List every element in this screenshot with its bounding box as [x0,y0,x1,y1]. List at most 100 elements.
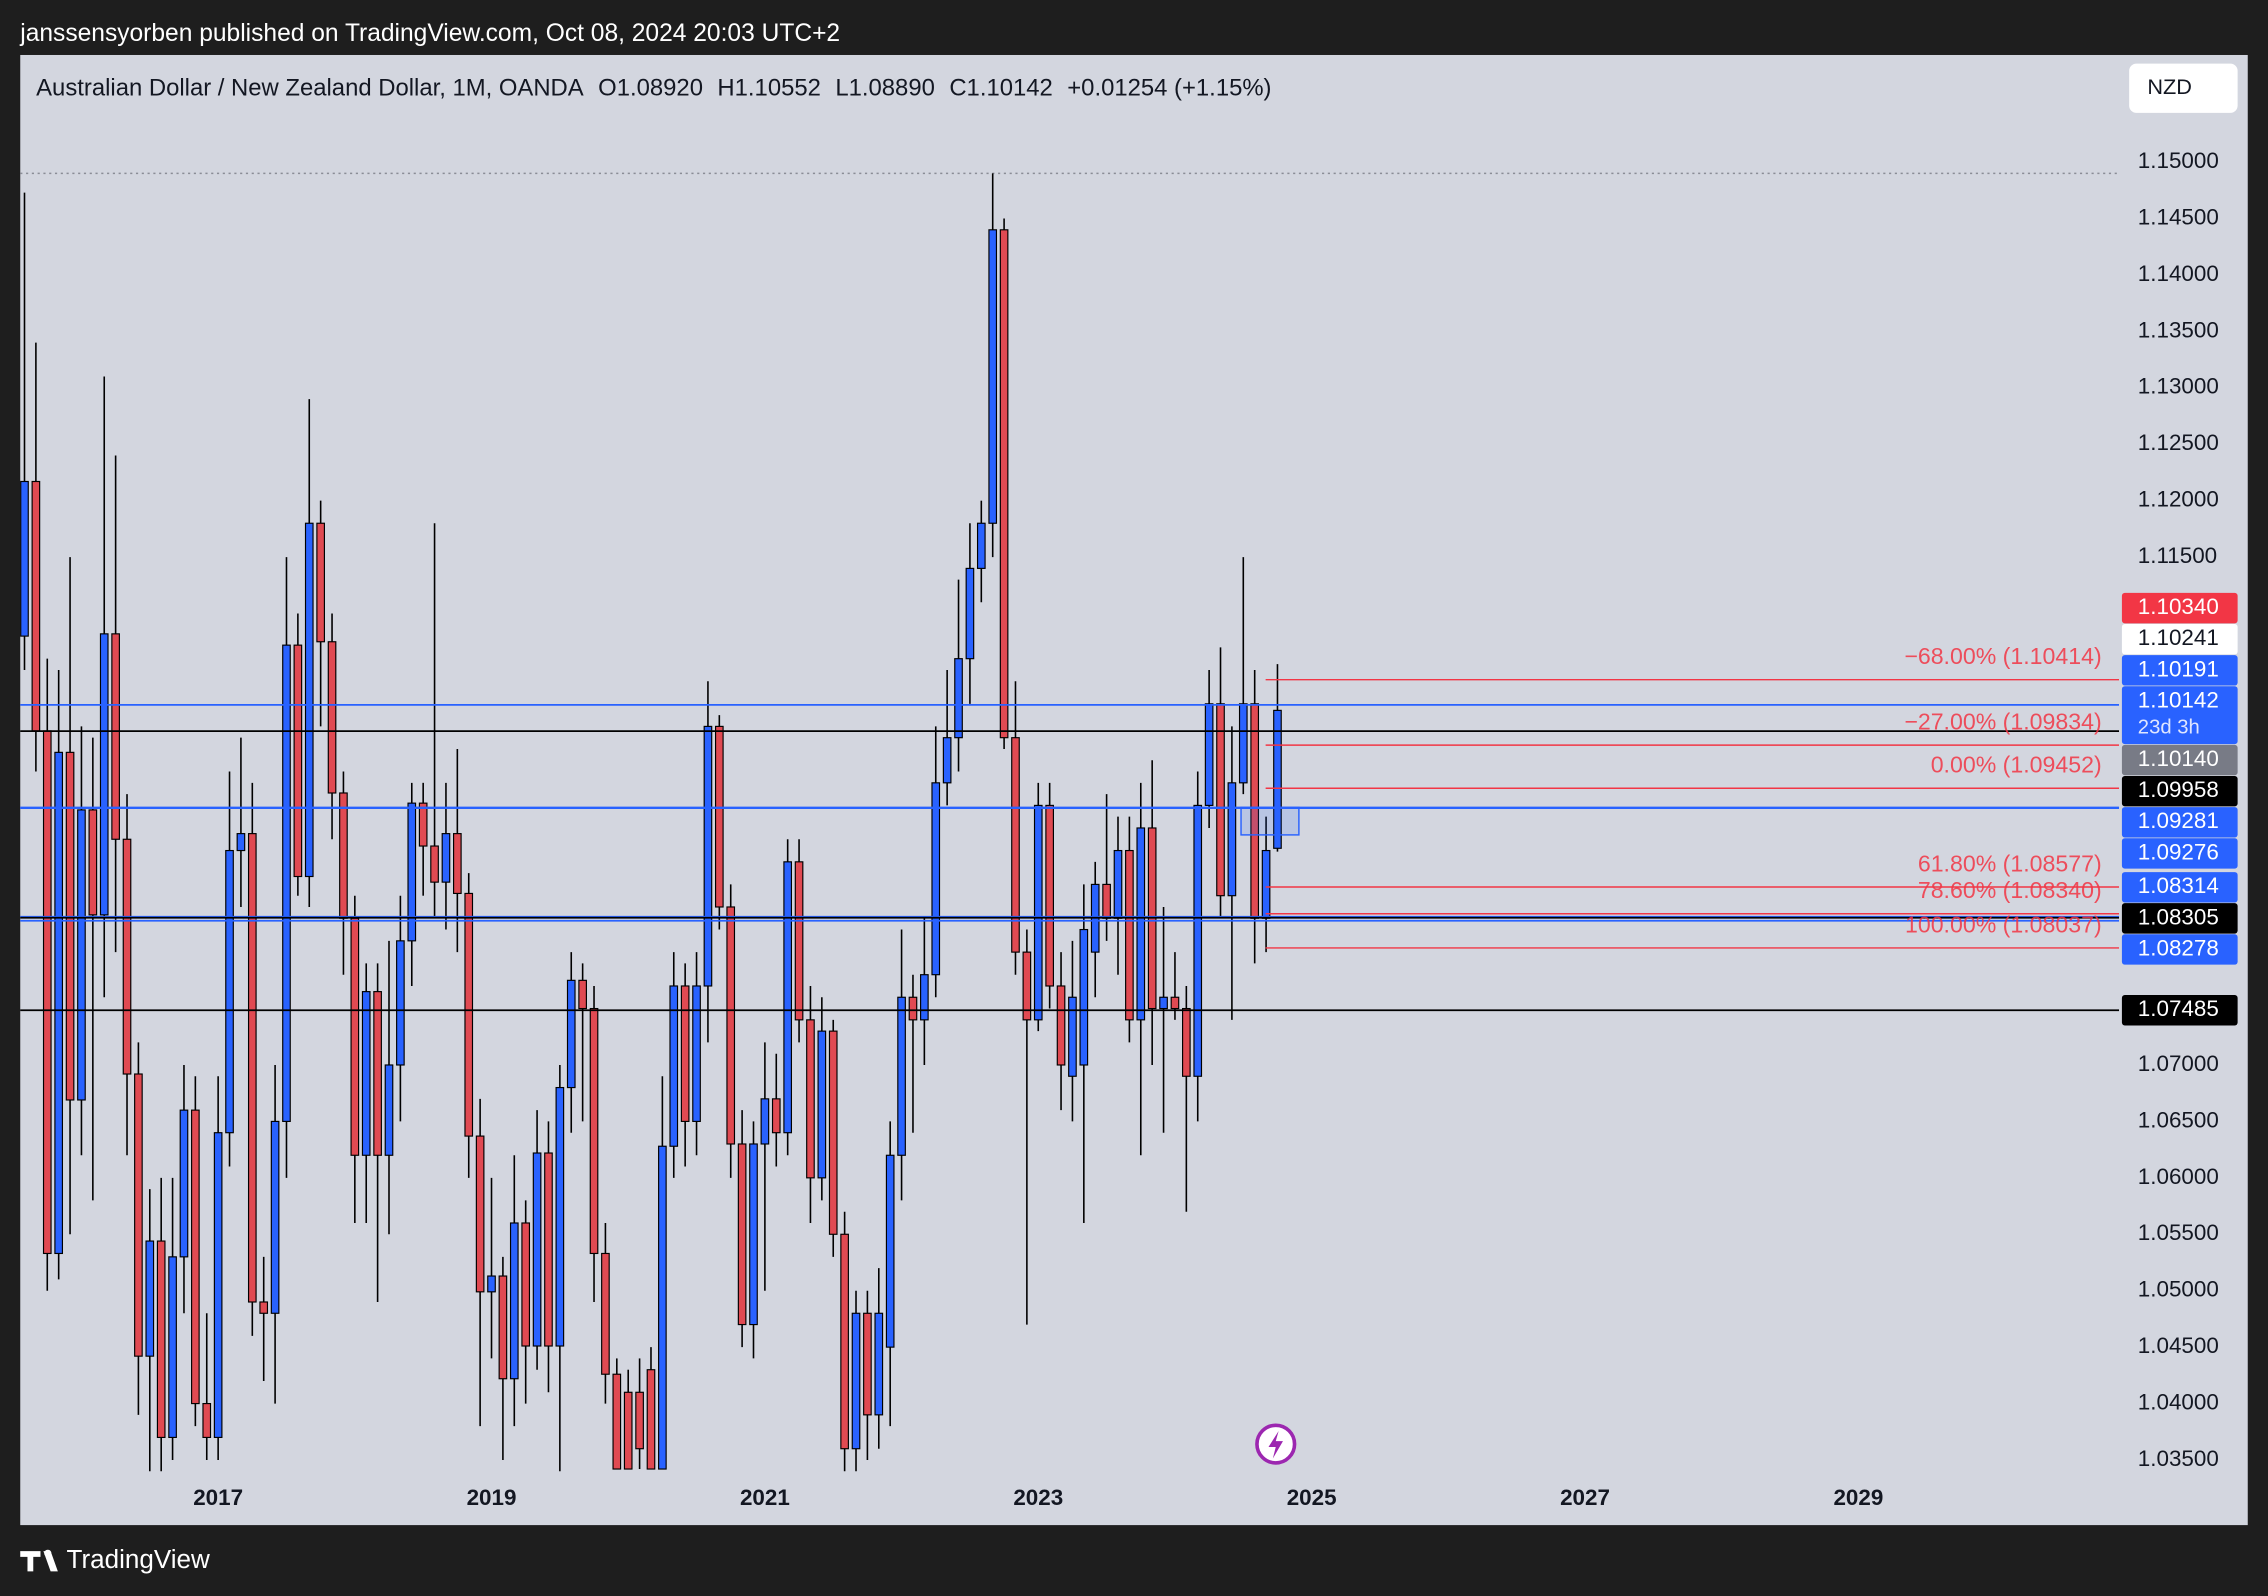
y-tick-label: 1.06000 [2138,1164,2219,1189]
candle-body [396,940,405,1066]
price-badge-label: 1.09276 [2138,839,2219,864]
candle-body [236,833,246,852]
price-badge-label: 1.10140 [2138,746,2219,771]
candle-body [828,1030,838,1235]
candle-body [65,751,75,1101]
y-tick-label: 1.04500 [2138,1333,2219,1358]
candle-body [1102,883,1111,919]
x-tick-label: 2029 [1833,1485,1883,1510]
candle-body [680,985,690,1122]
fib-label: 0.00% (1.09452) [1931,752,2102,778]
price-badge [2121,934,2238,965]
price-badge [2121,592,2238,624]
candle-body [247,833,257,1303]
candle-body [737,1143,747,1326]
candle-body [202,1402,212,1439]
candle-body [817,1030,827,1179]
candle-body [327,641,337,794]
y-tick-label: 1.13000 [2138,374,2219,399]
publish-info: janssensyorben published on TradingView.… [19,20,840,47]
x-tick-label: 2027 [1560,1485,1610,1510]
candle-body [1216,703,1225,897]
y-tick-label: 1.04000 [2138,1389,2219,1414]
candle-body [1022,951,1032,1021]
ohlc-high: H1.10552 [717,75,820,102]
candle-body [54,751,64,1255]
candle-body [31,480,41,732]
candle-body [771,1098,781,1134]
candle-body [760,1098,770,1145]
candle-body [840,1233,849,1450]
x-tick-label: 2019 [467,1485,517,1510]
candle-body [1193,804,1203,1077]
fib-label: 61.80% (1.08577) [1918,850,2102,876]
candle-body [1182,1007,1191,1077]
candle-body [1273,709,1282,849]
candle-body [863,1312,872,1416]
candle-body [749,1143,758,1326]
plot: 1.15000 1.14500 1.14000 1.13500 1.13000 1.125… [20,148,2238,1510]
lightning-icon[interactable] [1255,1423,1297,1465]
candle-body [191,1109,200,1405]
candle-body [168,1256,177,1439]
candle-body [316,522,325,643]
currency-label[interactable]: NZD [2147,74,2192,99]
y-tick-label: 1.03500 [2138,1446,2219,1471]
candle-body [1033,804,1043,1021]
candle-body [1079,928,1089,1066]
range-box [1240,806,1300,836]
candle-body [976,522,986,569]
candle-body [339,792,348,919]
candle-body [464,892,474,1137]
chart-header: Australian Dollar / New Zealand Dollar, … [36,75,1271,102]
candle-body [1238,703,1248,784]
candle-body [498,1275,508,1380]
candle-body [669,985,679,1147]
currency-button[interactable] [2129,63,2238,113]
candle-body [635,1391,644,1450]
candle-body [714,725,724,908]
candle-body [1170,996,1180,1010]
x-tick-label: 2023 [1013,1485,1063,1510]
price-badge [2121,655,2238,686]
candle-body [20,480,29,637]
candle-body [1261,849,1271,919]
candle-body [88,809,98,916]
icon-bolt[interactable] [1268,1431,1283,1459]
candle-body [920,974,929,1021]
candle-body [623,1391,633,1470]
candle-body [77,809,86,1101]
candle-body [1056,985,1066,1066]
x-tick-label: 2021 [740,1485,790,1510]
chart-panel [20,54,2248,1526]
fib-label: 100.00% (1.08037) [1905,911,2102,937]
candle-body [726,906,736,1145]
brand-name: TradingView [67,1544,210,1574]
candle-body [1113,849,1123,919]
y-tick-label: 1.11500 [2138,543,2217,568]
candle-body [475,1135,485,1293]
y-tick-label: 1.12000 [2138,487,2219,512]
price-badge [2121,744,2238,776]
price-badge [2121,903,2238,934]
y-tick-label: 1.14000 [2138,261,2219,286]
candle-body [897,996,906,1156]
price-badge [2121,838,2238,869]
ohlc-open: O1.08920 [598,75,703,102]
candle-body [578,979,587,1010]
ohlc-close: C1.10142 [949,75,1052,102]
candle-body [213,1132,223,1439]
candle-body [999,229,1009,739]
candle-body [601,1252,610,1375]
candle-body [1136,827,1146,1021]
y-tick-label: 1.13500 [2138,317,2219,342]
candle-body [418,802,428,847]
candle-body [988,229,998,524]
candle-body [555,1086,565,1347]
candle-body [373,991,382,1156]
price-badge-label: 1.10142 [2138,687,2219,712]
candle-body [692,985,701,1122]
candle-body [259,1301,269,1314]
candle-body [942,737,952,784]
candle-body [1045,804,1054,987]
